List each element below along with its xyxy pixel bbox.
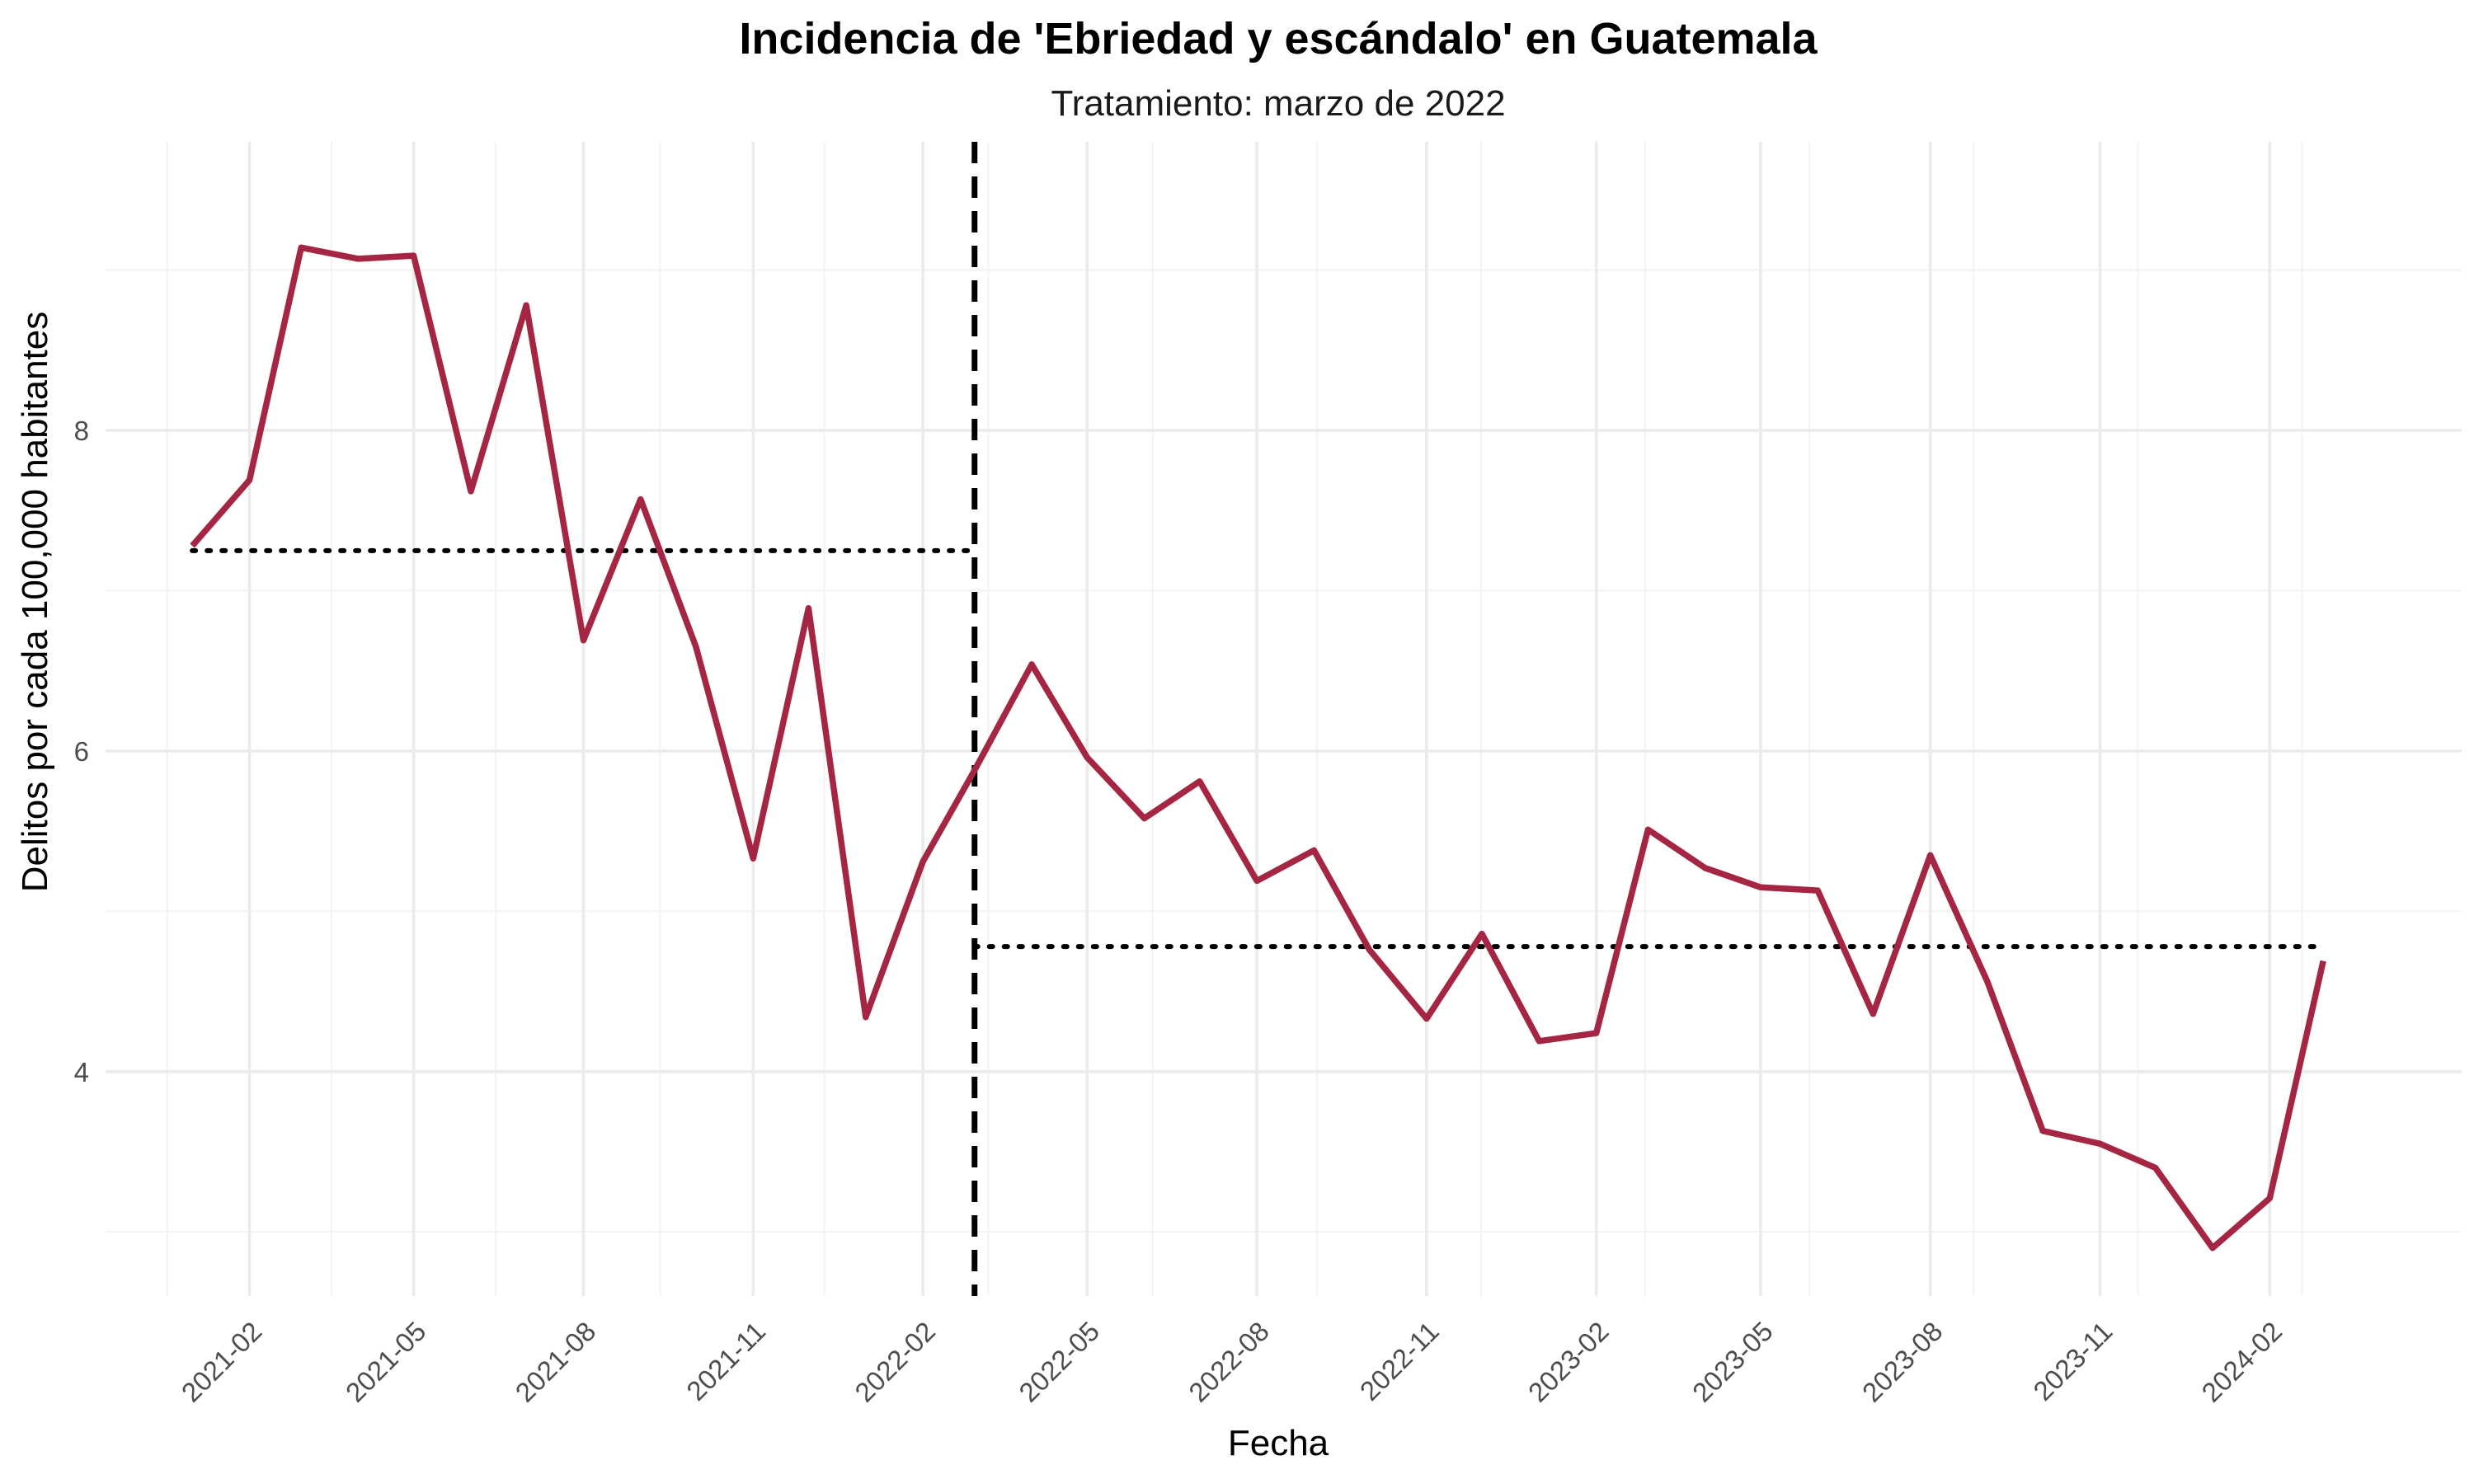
y-tick-label: 8 bbox=[74, 416, 89, 446]
y-tick-label: 6 bbox=[74, 736, 89, 767]
y-axis-title: Delitos por cada 100,000 habitantes bbox=[15, 312, 55, 893]
y-axis-ticks: 4 6 8 bbox=[74, 416, 89, 1087]
grid bbox=[106, 142, 2462, 1296]
chart-title: Incidencia de 'Ebriedad y escándalo' en … bbox=[739, 14, 1818, 63]
series-group bbox=[190, 244, 2326, 1252]
mean-lines bbox=[190, 547, 2326, 950]
x-axis-title: Fecha bbox=[1228, 1423, 1329, 1463]
y-tick-label: 4 bbox=[74, 1057, 89, 1087]
series-line bbox=[190, 244, 2326, 1252]
chart-subtitle: Tratamiento: marzo de 2022 bbox=[1051, 83, 1505, 124]
